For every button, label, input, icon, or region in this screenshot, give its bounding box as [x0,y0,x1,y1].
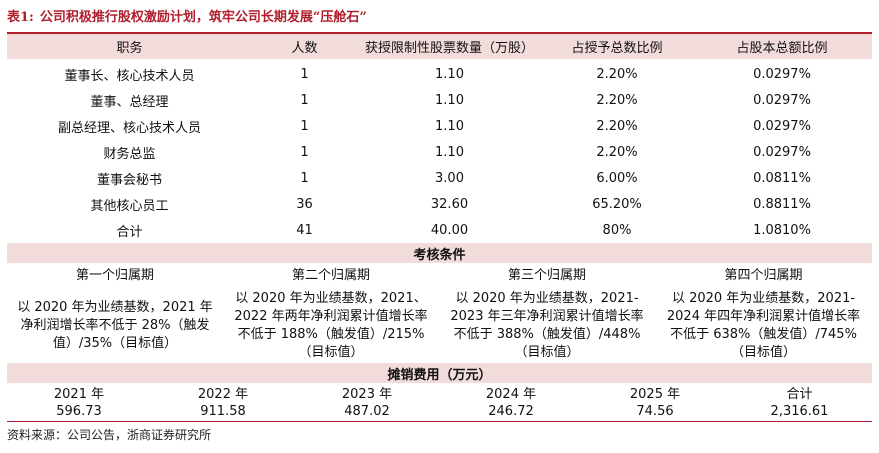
cell-count: 1 [300,92,309,108]
cell-shares: 1.10 [435,144,464,160]
table-row-total: 合计 41 40.00 80% 1.0810% [7,217,872,243]
cell-position: 副总经理、核心技术人员 [57,120,201,136]
cell-grant-ratio: 65.20% [592,196,642,212]
cell-position: 其他核心员工 [90,198,169,214]
conditions-title: 考核条件 [413,247,466,263]
period-label: 第一个归属期 [75,268,154,283]
expense-value: 487.02 [344,404,390,419]
conditions-text-row: 以 2020 年为业绩基数，2021 年净利润增长率不低于 28%（触发值）/3… [7,289,872,363]
expense-value: 911.58 [200,404,246,419]
header-count: 人数 [291,41,318,56]
table-row: 财务总监 1 1.10 2.20% 0.0297% [7,139,872,165]
cell-position: 合计 [116,224,143,240]
conditions-periods-row: 第一个归属期 第二个归属期 第三个归属期 第四个归属期 [7,263,872,289]
expense-year: 2022 年 [197,387,249,402]
table-row: 其他核心员工 36 32.60 65.20% 0.8811% [7,191,872,217]
period-label: 第二个归属期 [291,268,370,283]
period-label: 第三个归属期 [507,268,586,283]
cell-shares: 1.10 [435,66,464,82]
cell-grant-ratio: 2.20% [596,92,638,108]
cell-shares: 3.00 [435,170,464,186]
cell-grant-ratio: 2.20% [596,66,638,82]
cell-grant-ratio: 2.20% [596,118,638,134]
header-shares: 获授限制性股票数量（万股） [364,41,534,56]
table-row: 董事会秘书 1 3.00 6.00% 0.0811% [7,165,872,191]
header-equity-ratio: 占股本总额比例 [736,41,828,56]
header-position: 职务 [116,41,143,56]
cell-count: 1 [300,170,309,186]
period-label: 第四个归属期 [724,268,803,283]
expense-value: 596.73 [56,404,102,419]
table-title-text: 公司积极推行股权激励计划，筑牢公司长期发展“压舱石” [39,10,367,25]
cell-count: 1 [300,144,309,160]
table-row: 董事长、核心技术人员 1 1.10 2.20% 0.0297% [7,61,872,87]
cell-equity-ratio: 0.0811% [753,170,811,186]
cell-count: 36 [296,196,313,212]
source-note: 资料来源：公司公告，浙商证券研究所 [7,428,212,442]
expense-value: 246.72 [488,404,534,419]
table-number: 表1: [7,10,34,25]
cell-shares: 1.10 [435,92,464,108]
cell-equity-ratio: 0.8811% [753,196,811,212]
table-row: 董事、总经理 1 1.10 2.20% 0.0297% [7,87,872,113]
conditions-header: 考核条件 [7,243,872,263]
cell-grant-ratio: 6.00% [596,170,638,186]
cell-equity-ratio: 0.0297% [753,118,811,134]
condition-text: 以 2020 年为业绩基数，2021、2022 年两年净利润累计值增长率不低于 … [234,291,428,360]
expense-year: 2021 年 [53,387,105,402]
expense-header: 摊销费用（万元） [7,363,872,383]
header-grant-ratio: 占授予总数比例 [571,41,663,56]
cell-shares: 1.10 [435,118,464,134]
table-header-row: 职务 人数 获授限制性股票数量（万股） 占授予总数比例 占股本总额比例 [7,34,872,59]
cell-shares: 32.60 [430,196,469,212]
expense-years-row: 2021 年 2022 年 2023 年 2024 年 2025 年 合计 [7,383,872,402]
expense-values-row: 596.73 911.58 487.02 246.72 74.56 2,316.… [7,402,872,421]
condition-text: 以 2020 年为业绩基数，2021 年净利润增长率不低于 28%（触发值）/3… [17,300,213,351]
table-title: 表1: 公司积极推行股权激励计划，筑牢公司长期发展“压舱石” [7,6,872,30]
condition-text: 以 2020 年为业绩基数，2021-2024 年四年净利润累计值增长率不低于 … [666,291,861,360]
cell-position: 董事长、核心技术人员 [64,68,195,84]
cell-count: 1 [300,66,309,82]
expense-year: 2023 年 [341,387,393,402]
expense-total-value: 2,316.61 [770,404,829,419]
cell-count: 1 [300,118,309,134]
cell-equity-ratio: 0.0297% [753,66,811,82]
expense-year: 2024 年 [485,387,537,402]
cell-equity-ratio: 1.0810% [753,222,811,238]
cell-equity-ratio: 0.0297% [753,92,811,108]
cell-grant-ratio: 2.20% [596,144,638,160]
cell-grant-ratio: 80% [602,222,632,238]
cell-count: 41 [296,222,313,238]
cell-shares: 40.00 [430,222,469,238]
expense-year: 2025 年 [629,387,681,402]
cell-position: 董事、总经理 [90,94,169,110]
condition-text: 以 2020 年为业绩基数，2021-2023 年三年净利润累计值增长率不低于 … [450,291,644,360]
cell-equity-ratio: 0.0297% [753,144,811,160]
table-row: 副总经理、核心技术人员 1 1.10 2.20% 0.0297% [7,113,872,139]
cell-position: 董事会秘书 [96,172,162,188]
title-divider [7,32,872,34]
expense-value: 74.56 [636,404,674,419]
bottom-divider [7,421,872,422]
expense-total-label: 合计 [786,387,813,402]
cell-position: 财务总监 [103,146,156,162]
expense-title: 摊销费用（万元） [387,367,492,383]
